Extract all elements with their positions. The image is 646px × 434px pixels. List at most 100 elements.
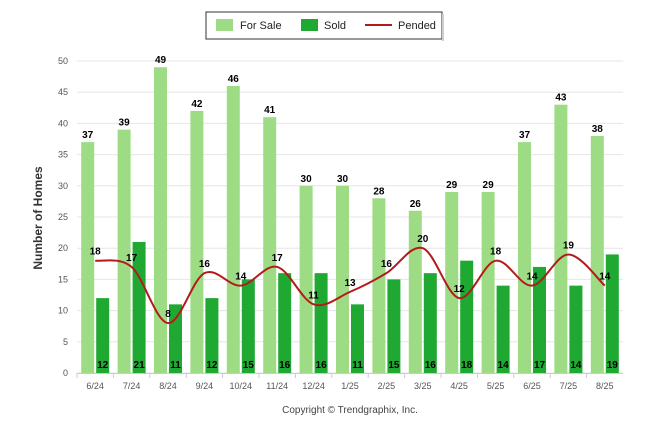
bar-for-sale	[81, 142, 95, 373]
data-label-pended: 14	[599, 272, 611, 283]
data-label-sold: 11	[352, 360, 363, 371]
data-label-sold: 14	[570, 360, 582, 371]
y-axis-title: Number of Homes	[31, 166, 45, 270]
data-label-pended: 16	[381, 259, 393, 270]
data-label-pended: 18	[490, 247, 502, 258]
data-label-pended: 20	[417, 234, 429, 245]
data-label-for-sale: 30	[301, 174, 313, 185]
data-label-pended: 12	[454, 284, 466, 295]
axes: Number of Homes 0 5 10 15 20 25 30 35 40 45 50 6/24…	[31, 56, 623, 391]
data-label-for-sale: 37	[82, 130, 94, 141]
bar-sold	[278, 273, 292, 373]
legend-label-for-sale: For Sale	[240, 20, 282, 32]
data-label-pended: 17	[126, 253, 138, 264]
x-tick-label: 1/25	[341, 381, 359, 391]
data-label-sold: 17	[534, 360, 546, 371]
bar-for-sale	[336, 185, 349, 373]
bar-sold	[314, 273, 328, 373]
data-label-for-sale: 41	[264, 105, 276, 116]
bar-for-sale	[117, 129, 131, 373]
data-label-sold: 16	[279, 360, 291, 371]
bar-sold	[241, 279, 255, 373]
data-label-pended: 14	[235, 272, 247, 283]
bar-for-sale	[226, 85, 240, 374]
y-tick-label: 45	[58, 87, 68, 97]
bar-sold	[423, 273, 437, 373]
x-tick-label: 8/24	[159, 381, 177, 391]
bar-sold	[132, 241, 146, 373]
bar-sold	[569, 285, 583, 373]
gridlines	[77, 60, 623, 374]
copyright-credit: Copyright © Trendgraphix, Inc.	[282, 405, 418, 416]
legend: For Sale Sold Pended	[205, 11, 444, 41]
x-tick-label: 7/24	[123, 381, 141, 391]
y-tick-label: 20	[58, 243, 68, 253]
bar-for-sale	[590, 135, 604, 373]
data-label-pended: 8	[165, 309, 171, 320]
data-label-pended: 14	[526, 272, 538, 283]
data-label-sold: 15	[388, 360, 400, 371]
bar-for-sale	[154, 67, 167, 374]
data-label-for-sale: 43	[555, 93, 567, 104]
data-label-pended: 11	[308, 290, 319, 301]
bar-for-sale	[372, 198, 386, 373]
data-label-for-sale: 28	[373, 186, 385, 197]
data-label-sold: 12	[97, 360, 109, 371]
bar-for-sale	[190, 110, 204, 374]
x-tick-label: 7/25	[560, 381, 578, 391]
x-tick-label: 11/24	[266, 381, 288, 391]
data-label-for-sale: 46	[228, 74, 240, 85]
data-label-sold: 12	[206, 360, 218, 371]
bar-for-sale	[518, 142, 531, 373]
bar-sold	[387, 279, 401, 373]
bar-for-sale	[554, 104, 568, 374]
data-label-pended: 16	[199, 259, 211, 270]
data-label-sold: 15	[243, 360, 255, 371]
data-label-pended: 19	[563, 240, 575, 251]
x-tick-label: 3/25	[414, 381, 432, 391]
data-labels: 37 12 39 21 49 11 42 12 46 15 41 16 30 16 30 11 28 15 26 16…	[82, 55, 618, 371]
data-label-for-sale: 42	[191, 99, 203, 110]
data-label-pended: 13	[344, 278, 356, 289]
data-label-pended: 18	[90, 247, 102, 258]
x-tick-label: 6/24	[86, 381, 104, 391]
data-label-for-sale: 26	[410, 199, 422, 210]
x-tick-label: 10/24	[230, 381, 253, 391]
bar-sold	[460, 260, 474, 373]
x-tick-label: 8/25	[596, 381, 614, 391]
pended-line	[95, 246, 606, 325]
x-tick-label: 9/24	[196, 381, 214, 391]
bar-sold	[533, 266, 546, 373]
data-label-for-sale: 30	[337, 174, 349, 185]
x-tick-label: 6/25	[523, 381, 541, 391]
data-label-sold: 14	[498, 360, 510, 371]
legend-swatch-for-sale	[216, 19, 233, 31]
y-tick-label: 35	[58, 150, 68, 160]
bar-for-sale	[445, 192, 459, 373]
data-label-sold: 19	[607, 360, 619, 371]
bar-sold	[496, 285, 510, 373]
pended-line-layer	[95, 246, 606, 325]
x-tick-label: 4/25	[450, 381, 468, 391]
y-tick-label: 5	[63, 337, 68, 347]
legend-label-sold: Sold	[324, 20, 346, 32]
legend-box-shadow	[442, 14, 444, 41]
y-tick-label: 50	[58, 56, 68, 66]
data-label-for-sale: 38	[592, 124, 604, 135]
data-label-for-sale: 29	[483, 180, 495, 191]
x-tick-label: 2/25	[378, 381, 396, 391]
data-label-sold: 16	[425, 360, 437, 371]
data-label-for-sale: 37	[519, 130, 531, 141]
y-tick-label: 0	[63, 368, 68, 378]
x-tick-label: 5/25	[487, 381, 505, 391]
y-tick-label: 15	[58, 274, 68, 284]
bar-sold	[205, 298, 219, 373]
y-tick-label: 40	[58, 118, 68, 128]
data-label-for-sale: 39	[119, 118, 131, 129]
y-tick-label: 10	[58, 306, 68, 316]
data-label-sold: 21	[134, 360, 146, 371]
bar-sold	[605, 254, 619, 373]
bar-for-sale	[263, 117, 277, 373]
